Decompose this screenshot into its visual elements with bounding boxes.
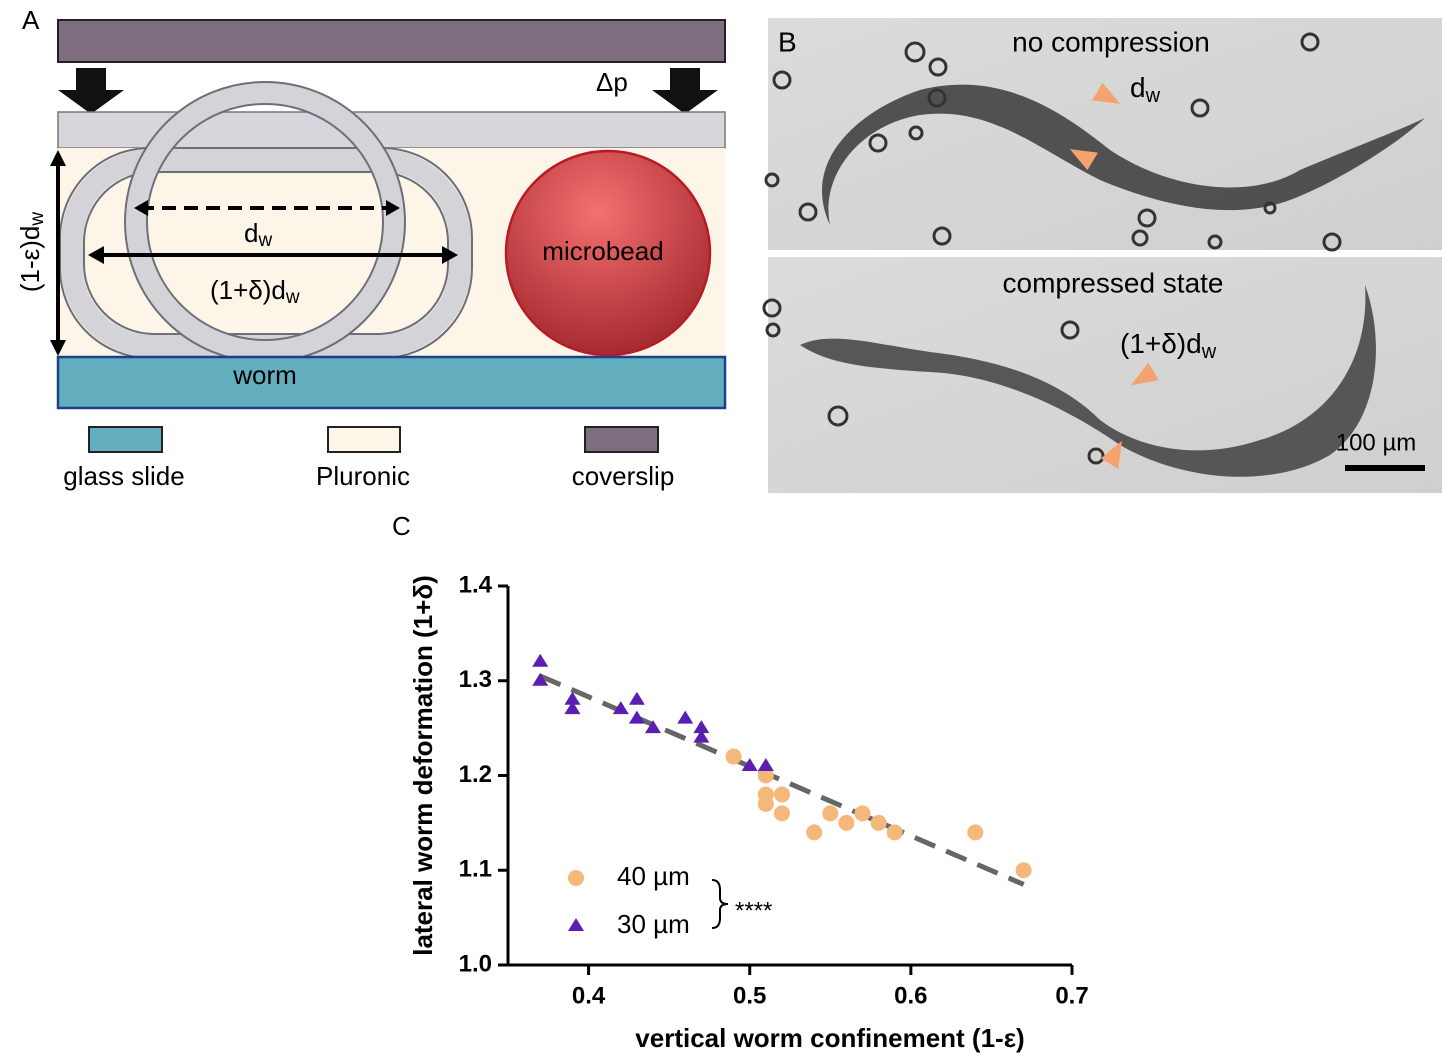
label-main: (1+δ)d [1120,328,1202,359]
marker-label: dw [1130,72,1161,107]
data-point [628,691,645,705]
deformed-label: (1+δ)dw [210,275,300,308]
height-label: (1-ε)dw [15,212,48,293]
legend-swatch [88,426,163,453]
x-axis-label: vertical worm confinement (1-ε) [635,1023,1024,1053]
significance: **** [735,897,772,924]
data-point [773,805,790,822]
label-sub: w [1145,85,1161,107]
data-point [854,805,871,822]
panel-label: C [392,511,411,541]
legend-label: 40 µm [617,861,690,891]
orange-markers [1069,82,1159,469]
data-point [967,824,984,841]
y-tick-label: 1.1 [459,856,492,883]
panel-b: B no compression dw compressed state (1+… [762,18,1442,493]
label-sub: w [285,287,300,308]
x-tick-label: 0.6 [894,982,927,1009]
marker-label: (1+δ)dw [1120,328,1217,363]
legend-label: 30 µm [617,909,690,939]
pressure-label: Δp [596,67,628,97]
x-tick-label: 0.5 [733,982,766,1009]
data-point [568,870,584,886]
label-sub: w [257,230,272,251]
label-main: (1+δ)d [210,275,286,305]
label-main: d [244,218,258,248]
data-point [677,710,694,724]
fit-line [539,673,1025,887]
data-point [822,805,839,822]
data-point [628,710,645,724]
label-sub: w [27,212,48,227]
scale-bar-label: 100 µm [1336,429,1417,456]
y-tick-label: 1.0 [459,950,492,977]
data-point [693,720,710,734]
panel-c: C 1.0 1.1 1.2 1.3 1.4 0.4 0.5 0.6 0.7 vertical wor… [392,511,1089,1053]
legend-label: Pluronic [316,461,410,491]
y-tick-label: 1.2 [459,761,492,788]
data-point [757,758,774,772]
data-point [757,795,774,812]
data-point [564,691,581,705]
data-point [773,786,790,803]
legend-brace [711,879,729,929]
data-point [1015,862,1032,879]
worm-image [800,285,1376,477]
width-label: dw [244,218,272,251]
worm-cross-section [125,82,405,362]
micrograph-title: no compression [1012,26,1210,57]
data-point [886,824,903,841]
micrograph-title: compressed state [1003,267,1224,298]
data-point [741,758,758,772]
worm-inner [146,103,384,341]
label-main: (1-ε)d [15,226,45,293]
data-point [870,814,887,831]
panel-label: A [22,5,40,35]
glass-slide [56,355,727,410]
data-point [838,814,855,831]
microbeads [762,32,1342,465]
data-point [645,720,662,734]
legend-label: glass slide [63,461,184,491]
microbead [504,149,712,357]
legend-swatch [327,426,401,453]
data-point [725,748,742,765]
data-point [532,653,549,667]
x-tick-label: 0.7 [1055,982,1088,1009]
label-sub: w [1201,341,1217,363]
legend-label: coverslip [572,461,675,491]
y-tick-label: 1.4 [459,571,493,598]
data-point [612,701,629,715]
legend-swatch [584,426,659,453]
coverslip [57,19,726,63]
data-point [564,701,581,715]
data-point [806,824,823,841]
panel-label: B [778,26,797,57]
data-point [757,767,774,784]
data-point [693,729,710,743]
worm-image [822,84,1425,226]
label-main: d [1130,72,1146,103]
panel-a: A Δp microbead dw (1+δ)dw (1-ε)dw worm g… [15,5,727,491]
data-point [532,672,549,686]
y-axis-label: lateral worm deformation (1+δ) [408,575,438,956]
y-tick-label: 1.3 [459,666,492,693]
x-tick-label: 0.4 [572,982,606,1009]
worm-label: worm [232,360,297,390]
data-point [568,918,584,931]
bead-label: microbead [542,236,663,266]
